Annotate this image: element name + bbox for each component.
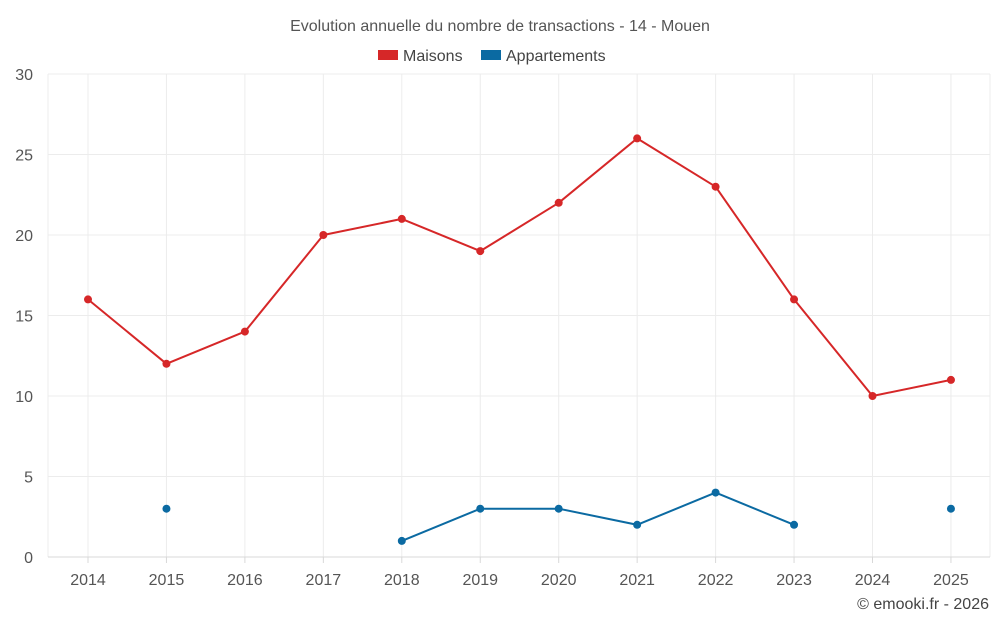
data-point-maisons-2021[interactable] xyxy=(633,134,642,143)
y-tick-label: 0 xyxy=(24,550,33,567)
legend-item-appartements[interactable]: Appartements xyxy=(481,48,606,65)
x-tick-label: 2023 xyxy=(776,572,812,589)
x-tick-label: 2019 xyxy=(462,572,498,589)
legend-swatch-appartements xyxy=(481,50,501,60)
x-tick-label: 2020 xyxy=(541,572,577,589)
legend-label-maisons: Maisons xyxy=(403,48,463,65)
y-tick-label: 5 xyxy=(24,470,33,487)
data-point-maisons-2022[interactable] xyxy=(711,182,720,191)
data-point-appartements-2025[interactable] xyxy=(946,504,955,513)
data-point-maisons-2014[interactable] xyxy=(84,295,92,304)
data-point-maisons-2018[interactable] xyxy=(397,214,406,223)
x-tick-label: 2014 xyxy=(70,572,106,589)
data-point-maisons-2017[interactable] xyxy=(319,231,328,239)
data-point-maisons-2016[interactable] xyxy=(240,327,249,336)
x-tick-label: 2017 xyxy=(306,572,342,589)
plot-area xyxy=(84,134,955,545)
x-tick-label: 2015 xyxy=(149,572,185,589)
y-tick-label: 10 xyxy=(15,389,33,406)
data-point-maisons-2025[interactable] xyxy=(946,375,955,384)
credit-text: © emooki.fr - 2026 xyxy=(857,596,989,613)
y-tick-label: 20 xyxy=(15,228,33,245)
data-point-maisons-2019[interactable] xyxy=(476,247,485,256)
y-tick-label: 15 xyxy=(15,309,33,326)
x-tick-label: 2022 xyxy=(698,572,734,589)
data-point-appartements-2021[interactable] xyxy=(633,520,642,529)
data-point-appartements-2015[interactable] xyxy=(162,504,171,513)
data-point-appartements-2018[interactable] xyxy=(397,536,406,545)
chart-title: Evolution annuelle du nombre de transact… xyxy=(290,18,710,35)
data-point-maisons-2024[interactable] xyxy=(868,392,877,400)
x-tick-label: 2025 xyxy=(933,572,969,589)
legend-swatch-maisons xyxy=(378,50,398,60)
x-tick-label: 2024 xyxy=(855,572,891,589)
x-tick-label: 2018 xyxy=(384,572,420,589)
series-line-appartements xyxy=(401,491,795,542)
legend-label-appartements: Appartements xyxy=(506,48,606,65)
y-tick-label: 30 xyxy=(15,67,33,84)
legend: Maisons Appartements xyxy=(378,48,606,65)
grid xyxy=(47,73,991,557)
x-tick-label: 2021 xyxy=(619,572,655,589)
data-point-appartements-2023[interactable] xyxy=(790,520,799,529)
data-point-maisons-2020[interactable] xyxy=(554,198,563,207)
data-point-appartements-2022[interactable] xyxy=(711,488,720,497)
data-point-maisons-2015[interactable] xyxy=(162,359,171,368)
data-point-appartements-2019[interactable] xyxy=(476,504,485,513)
series-line-maisons xyxy=(87,137,952,397)
x-tick-label: 2016 xyxy=(227,572,263,589)
y-tick-label: 25 xyxy=(15,148,33,165)
legend-item-maisons[interactable]: Maisons xyxy=(378,48,463,65)
data-point-maisons-2023[interactable] xyxy=(790,295,799,304)
data-point-appartements-2020[interactable] xyxy=(554,504,563,513)
